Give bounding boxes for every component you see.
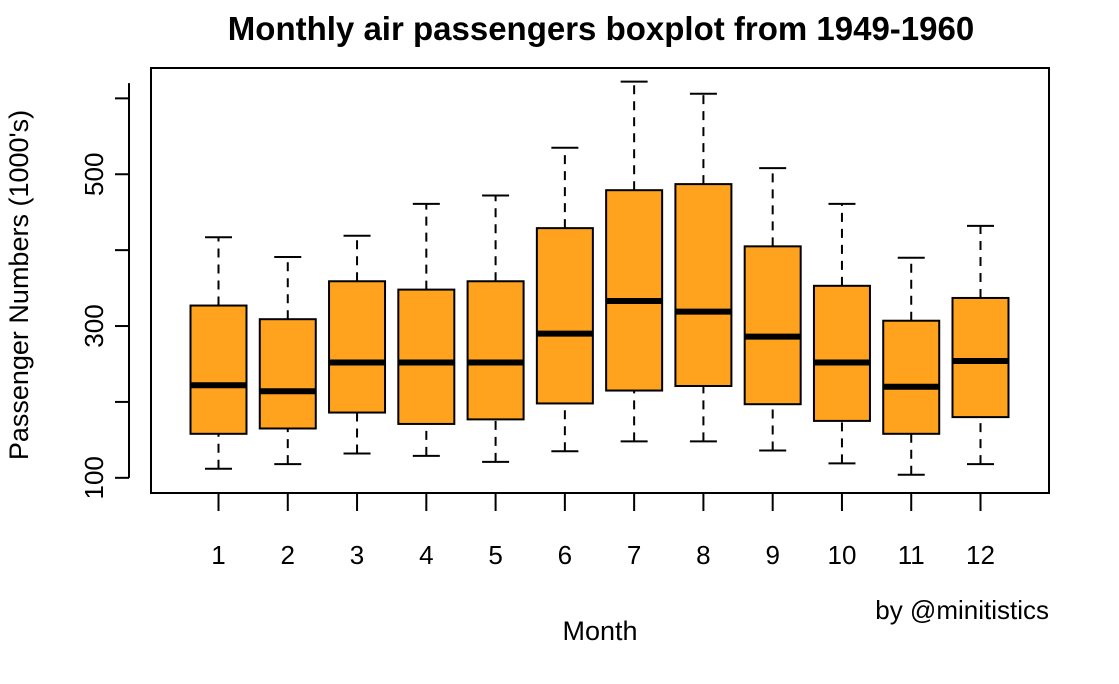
iqr-box [466,280,525,421]
iqr-box [812,284,871,422]
box-month-11 [882,256,941,476]
x-tick-label-12: 12 [966,540,995,570]
x-tick-label-11: 11 [898,540,925,570]
y-axis-label: Passenger Numbers (1000's) [4,110,34,460]
x-axis-label: Month [562,616,637,646]
box-month-1 [189,236,248,470]
x-tick-label-7: 7 [627,540,641,570]
box-month-5 [466,194,525,463]
box-month-2 [258,255,317,466]
iqr-box [258,318,317,430]
box-month-9 [743,167,802,452]
x-tick-label-10: 10 [827,540,856,570]
iqr-box [397,288,456,425]
plot-frame [150,67,1050,494]
chart-title: Monthly air passengers boxplot from 1949… [228,10,974,47]
box-month-12 [951,224,1010,466]
box-month-6 [535,146,594,453]
iqr-box [535,227,594,405]
x-axis: 1 2 3 4 5 6 7 8 9 10 11 12 [211,493,995,570]
x-tick-label-2: 2 [281,540,295,570]
y-axis: 100 300 500 [79,83,130,500]
iqr-box [951,296,1010,419]
box-month-7 [605,80,664,443]
y-tick-label-300: 300 [79,304,109,347]
iqr-box [189,304,248,435]
x-tick-label-8: 8 [696,540,710,570]
x-tick-label-9: 9 [765,540,779,570]
x-tick-label-3: 3 [350,540,364,570]
box-month-3 [328,234,387,455]
box-month-10 [812,202,871,465]
y-tick-label-100: 100 [79,456,109,499]
boxes [189,80,1010,476]
box-month-8 [674,92,733,443]
x-tick-label-6: 6 [558,540,572,570]
x-tick-label-4: 4 [419,540,433,570]
box-month-4 [397,202,456,457]
y-tick-label-500: 500 [79,153,109,196]
iqr-box [743,245,802,406]
iqr-box [882,319,941,435]
credit-annotation: by @minitistics [875,595,1049,625]
x-tick-label-5: 5 [488,540,502,570]
iqr-box [605,189,664,392]
iqr-box [328,280,387,414]
x-tick-label-1: 1 [211,540,225,570]
iqr-box [674,183,733,387]
